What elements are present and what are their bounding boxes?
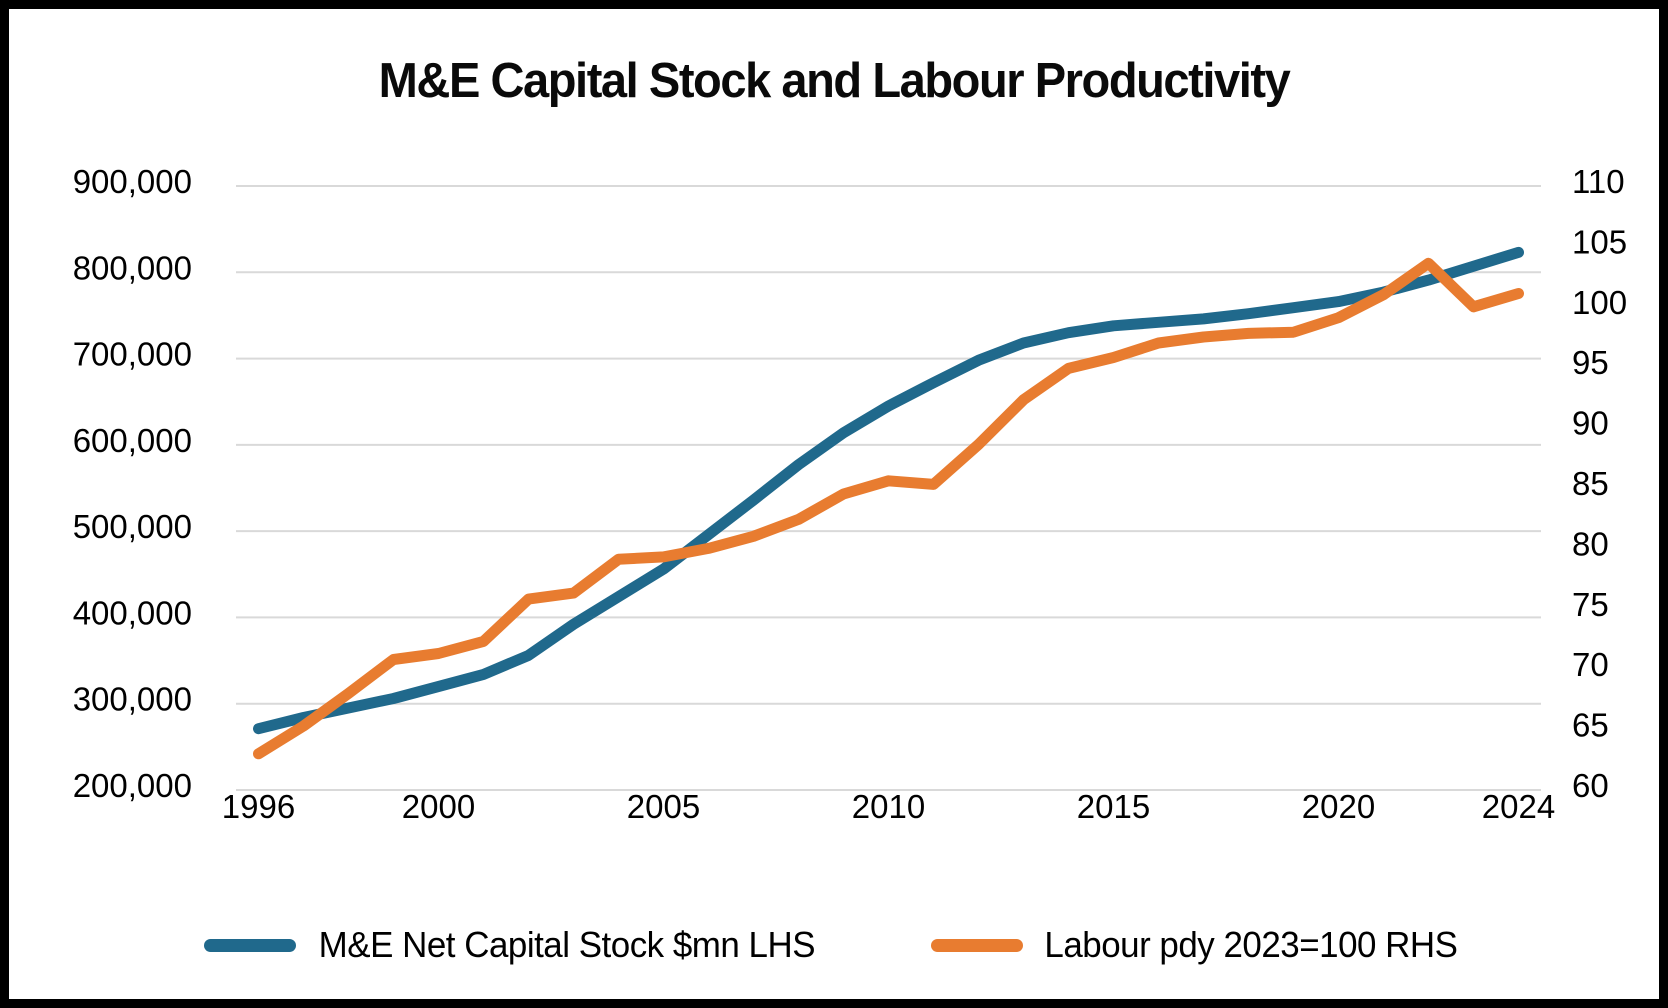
y-axis-right-tick-label: 70 — [1572, 646, 1609, 683]
x-axis-tick-label: 1996 — [222, 788, 295, 825]
labour-pdy-legend-label: Labour pdy 2023=100 RHS — [1044, 924, 1458, 965]
line-chart: 900,000 800,000 700,000 600,000 500,000 400,0… — [73, 163, 1627, 825]
x-axis-tick-label: 2015 — [1077, 788, 1150, 825]
capital-stock-legend-label: M&E Net Capital Stock $mn LHS — [318, 924, 816, 965]
y-axis-right-tick-label: 85 — [1572, 465, 1609, 502]
y-axis-left-tick-label: 400,000 — [73, 594, 192, 631]
y-axis-right-tick-label: 60 — [1572, 767, 1609, 804]
legend-item-capital-stock: M&E Net Capital Stock $mn LHS — [204, 924, 823, 966]
capital-stock-line-swatch — [204, 938, 297, 952]
y-axis-left-tick-label: 700,000 — [73, 336, 192, 373]
y-axis-left-tick-label: 500,000 — [73, 508, 192, 545]
y-axis-right-tick-label: 100 — [1572, 284, 1627, 321]
y-axis-right-tick-label: 105 — [1572, 223, 1627, 260]
x-axis-tick-label: 2020 — [1302, 788, 1375, 825]
y-axis-right-tick-label: 65 — [1572, 707, 1609, 744]
x-axis-tick-label: 2010 — [852, 788, 925, 825]
y-axis-right-tick-label: 95 — [1572, 344, 1609, 381]
labour-pdy-line-swatch — [930, 938, 1023, 952]
y-axis-right-tick-label: 110 — [1572, 163, 1625, 200]
y-axis-left-tick-label: 600,000 — [73, 422, 192, 459]
x-axis-tick-label: 2024 — [1482, 788, 1555, 825]
y-axis-left-tick-label: 900,000 — [73, 163, 192, 200]
y-axis-left-tick-label: 800,000 — [73, 249, 192, 286]
capital-stock-line — [253, 246, 1524, 735]
y-axis-left-tick-label: 300,000 — [73, 681, 192, 718]
legend-item-labour-pdy: Labour pdy 2023=100 RHS — [930, 924, 1464, 966]
y-axis-right-tick-label: 90 — [1572, 405, 1609, 442]
x-axis-tick-label: 2000 — [402, 788, 475, 825]
y-axis-right-tick-label: 80 — [1572, 525, 1609, 562]
y-axis-left-tick-label: 200,000 — [73, 767, 192, 804]
chart-title: M&E Capital Stock and Labour Productivit… — [378, 54, 1291, 108]
y-axis-right-tick-label: 75 — [1572, 586, 1609, 623]
legend: M&E Net Capital Stock $mn LHS Labour pdy… — [9, 921, 1659, 969]
labour-pdy-line — [253, 257, 1524, 760]
x-axis-tick-label: 2005 — [627, 788, 700, 825]
